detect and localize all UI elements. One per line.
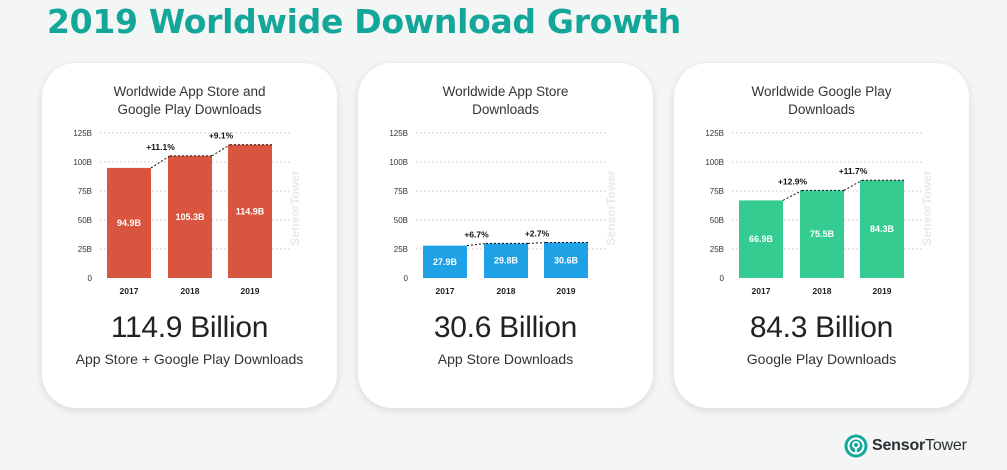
growth-label: +2.7% [525, 229, 550, 239]
bar-value-label: 27.9B [433, 257, 458, 267]
logo-text-sensor: Sensor [872, 437, 926, 454]
google-play-downloads-value: 84.3 Billion [749, 311, 894, 344]
sensor-tower-watermark: SensorTower [920, 170, 934, 245]
y-tick-label: 25B [78, 245, 92, 254]
x-category-label: 2018 [813, 286, 832, 296]
watermark-text: SensorTower [288, 170, 302, 245]
card-title-line: Worldwide Google Play [751, 84, 892, 99]
y-tick-label: 100B [73, 158, 92, 167]
card-title-line: Worldwide App Store [442, 84, 569, 99]
growth-label: +12.9% [778, 176, 808, 186]
total-downloads-caption: App Store + Google Play Downloads [75, 351, 304, 367]
bar [423, 245, 467, 278]
growth-connector [211, 144, 231, 157]
growth-label: +9.1% [209, 131, 234, 141]
y-tick-label: 0 [720, 274, 725, 283]
y-tick-label: 100B [389, 158, 408, 167]
sensor-tower-watermark: SensorTower [604, 170, 618, 245]
x-category-label: 2019 [241, 286, 260, 296]
y-tick-label: 125B [73, 129, 92, 138]
growth-connector [466, 242, 487, 247]
bar [228, 144, 272, 278]
growth-label: +11.1% [146, 142, 175, 152]
y-tick-label: 25B [710, 245, 724, 254]
sensor-tower-logo-icon [844, 434, 868, 458]
card-title-line: Downloads [788, 102, 855, 117]
y-tick-label: 50B [78, 216, 92, 225]
bar [107, 167, 151, 278]
sensor-tower-logo: SensorTower [844, 434, 967, 458]
card-title: Worldwide Google Play Downloads [694, 83, 949, 119]
chart-card-app-store: Worldwide App Store Downloads SensorTowe… [358, 63, 653, 408]
total-downloads-value: 114.9 Billion [110, 311, 269, 344]
bar-chart: SensorTower 0 25B 50B 75B 100B 125B 66.9B 2017 75… [705, 129, 934, 296]
google-play-downloads-caption: Google Play Downloads [746, 351, 897, 367]
bar-value-label: 66.9B [749, 234, 774, 244]
page-title: 2019 Worldwide Download Growth [47, 2, 681, 41]
bar [484, 243, 528, 278]
card-title-line: Downloads [472, 102, 539, 117]
y-tick-label: 0 [88, 274, 93, 283]
bar [544, 242, 588, 278]
bar [800, 190, 844, 278]
bar-chart: SensorTower 0 25B 50B 75B 100B 125B 27.9B 2017 29… [389, 129, 618, 296]
watermark-text: SensorTower [604, 170, 618, 245]
bar-value-label: 29.8B [494, 256, 519, 266]
sensor-tower-watermark: SensorTower [288, 170, 302, 245]
growth-connector [527, 242, 547, 244]
x-category-label: 2019 [557, 286, 576, 296]
card-title: Worldwide App Store and Google Play Down… [62, 83, 317, 119]
bar-value-label: 75.5B [810, 229, 835, 239]
bar [860, 180, 904, 278]
x-category-label: 2017 [120, 286, 139, 296]
y-tick-label: 0 [404, 274, 409, 283]
y-tick-label: 75B [394, 187, 408, 196]
y-tick-label: 50B [710, 216, 724, 225]
card-title: Worldwide App Store Downloads [378, 83, 633, 119]
growth-connector [843, 179, 863, 191]
card-title-line: Worldwide App Store and [113, 84, 266, 99]
y-tick-label: 75B [710, 187, 724, 196]
app-store-downloads-caption: App Store Downloads [437, 351, 574, 367]
y-tick-label: 25B [394, 245, 408, 254]
bar-chart: SensorTower 0 25B 50B 75B 100B 125B 94.9B 2017 10… [73, 129, 302, 296]
chart-card-google-play: Worldwide Google Play Downloads SensorTo… [674, 63, 969, 408]
bar [739, 200, 783, 278]
x-category-label: 2017 [436, 286, 455, 296]
y-tick-label: 75B [78, 187, 92, 196]
y-tick-label: 125B [705, 129, 724, 138]
x-category-label: 2018 [497, 286, 516, 296]
y-tick-label: 50B [394, 216, 408, 225]
card-title-line: Google Play Downloads [117, 102, 262, 117]
x-category-label: 2017 [752, 286, 771, 296]
y-tick-label: 125B [389, 129, 408, 138]
chart-card-total: Worldwide App Store and Google Play Down… [42, 63, 337, 408]
bar-value-label: 94.9B [117, 218, 142, 228]
y-tick-label: 100B [705, 158, 724, 167]
x-category-label: 2019 [873, 286, 892, 296]
growth-connector [782, 189, 803, 201]
bar-value-label: 114.9B [236, 206, 265, 216]
growth-label: +6.7% [464, 229, 489, 239]
app-store-downloads-value: 30.6 Billion [433, 311, 578, 344]
logo-text-tower: Tower [925, 437, 967, 454]
watermark-text: SensorTower [920, 170, 934, 245]
bar [168, 155, 212, 278]
bar-value-label: 84.3B [870, 224, 895, 234]
bar-value-label: 105.3B [175, 212, 205, 222]
x-category-label: 2018 [181, 286, 200, 296]
growth-label: +11.7% [839, 166, 868, 176]
bar-value-label: 30.6B [554, 255, 579, 265]
